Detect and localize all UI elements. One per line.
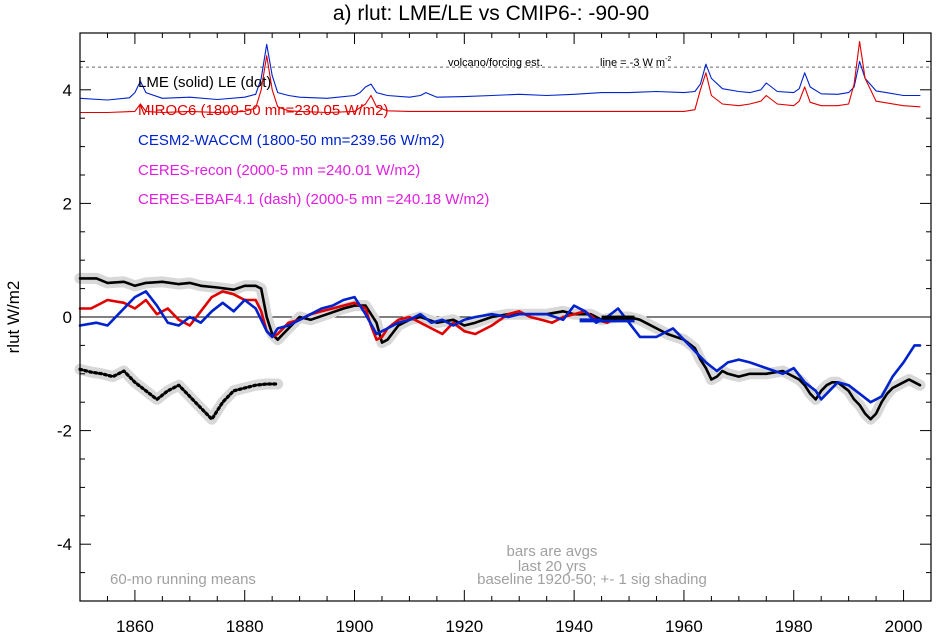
series-line-miroc6 [78, 290, 631, 342]
series-lines [78, 40, 922, 421]
series-line-lme [78, 277, 922, 421]
series-line-volcano-forcing-est-miroc6 [79, 40, 921, 114]
bars-note-line-1: bars are avgs [507, 543, 598, 560]
y-tick-label: 2 [63, 194, 72, 213]
volcano-forcing-label: volcano/forcing est. [448, 57, 543, 69]
line-value-text: line = -3 W m [600, 57, 665, 69]
legend-entry-lme-le: LME (solid) LE (dot) [138, 74, 271, 91]
y-tick-label: 4 [63, 81, 72, 100]
line-value-label: line = -3 W m-2 [600, 56, 671, 69]
running-mean-note: 60-mo running means [110, 571, 256, 588]
legend-entry-ceres-recon: CERES-recon (2000-5 mn =240.01 W/m2) [138, 162, 420, 179]
line-value-superscript: -2 [665, 56, 671, 63]
y-axis-label: rlut W/m2 [4, 281, 23, 354]
x-tick-label: 1940 [555, 617, 593, 636]
legend-entry-miroc6: MIROC6 (1800-50 mn=230.05 W/m2) [138, 102, 389, 119]
average-bars [579, 315, 635, 323]
legend: LME (solid) LE (dot) MIROC6 (1800-50 mn=… [138, 74, 489, 208]
shading-lme [74, 272, 926, 425]
chart-title: a) rlut: LME/LE vs CMIP6-: -90-90 [333, 2, 649, 25]
bars-note-line-2: last 20 yrs [518, 558, 586, 575]
y-tick-label: -2 [57, 422, 72, 441]
y-tick-label: -4 [57, 535, 72, 554]
x-tick-label: 1980 [775, 617, 813, 636]
series-line-volcano-forcing-est-cesm2-waccm [79, 43, 921, 101]
y-tick-label: 0 [63, 308, 72, 327]
sigma-shading [74, 272, 926, 425]
baseline-note: baseline 1920-50; +- 1 sig shading [477, 571, 707, 588]
x-tick-label: 2000 [885, 617, 923, 636]
x-tick-label: 1880 [226, 617, 264, 636]
x-tick-label: 1920 [445, 617, 483, 636]
legend-entry-cesm2-waccm: CESM2-WACCM (1800-50 mn=239.56 W/m2) [138, 132, 445, 149]
x-tick-label: 1960 [665, 617, 703, 636]
legend-entry-ceres-ebaf: CERES-EBAF4.1 (dash) (2000-5 mn =240.18 … [138, 191, 489, 208]
series-line-le [78, 367, 280, 421]
series-line-cesm2-waccm [78, 290, 922, 404]
x-tick-label: 1860 [116, 617, 154, 636]
x-tick-label: 1900 [336, 617, 374, 636]
axes: 1860 1880 1900 1920 1940 1960 1980 2000 4 2 0 -2 -4 [57, 32, 931, 636]
